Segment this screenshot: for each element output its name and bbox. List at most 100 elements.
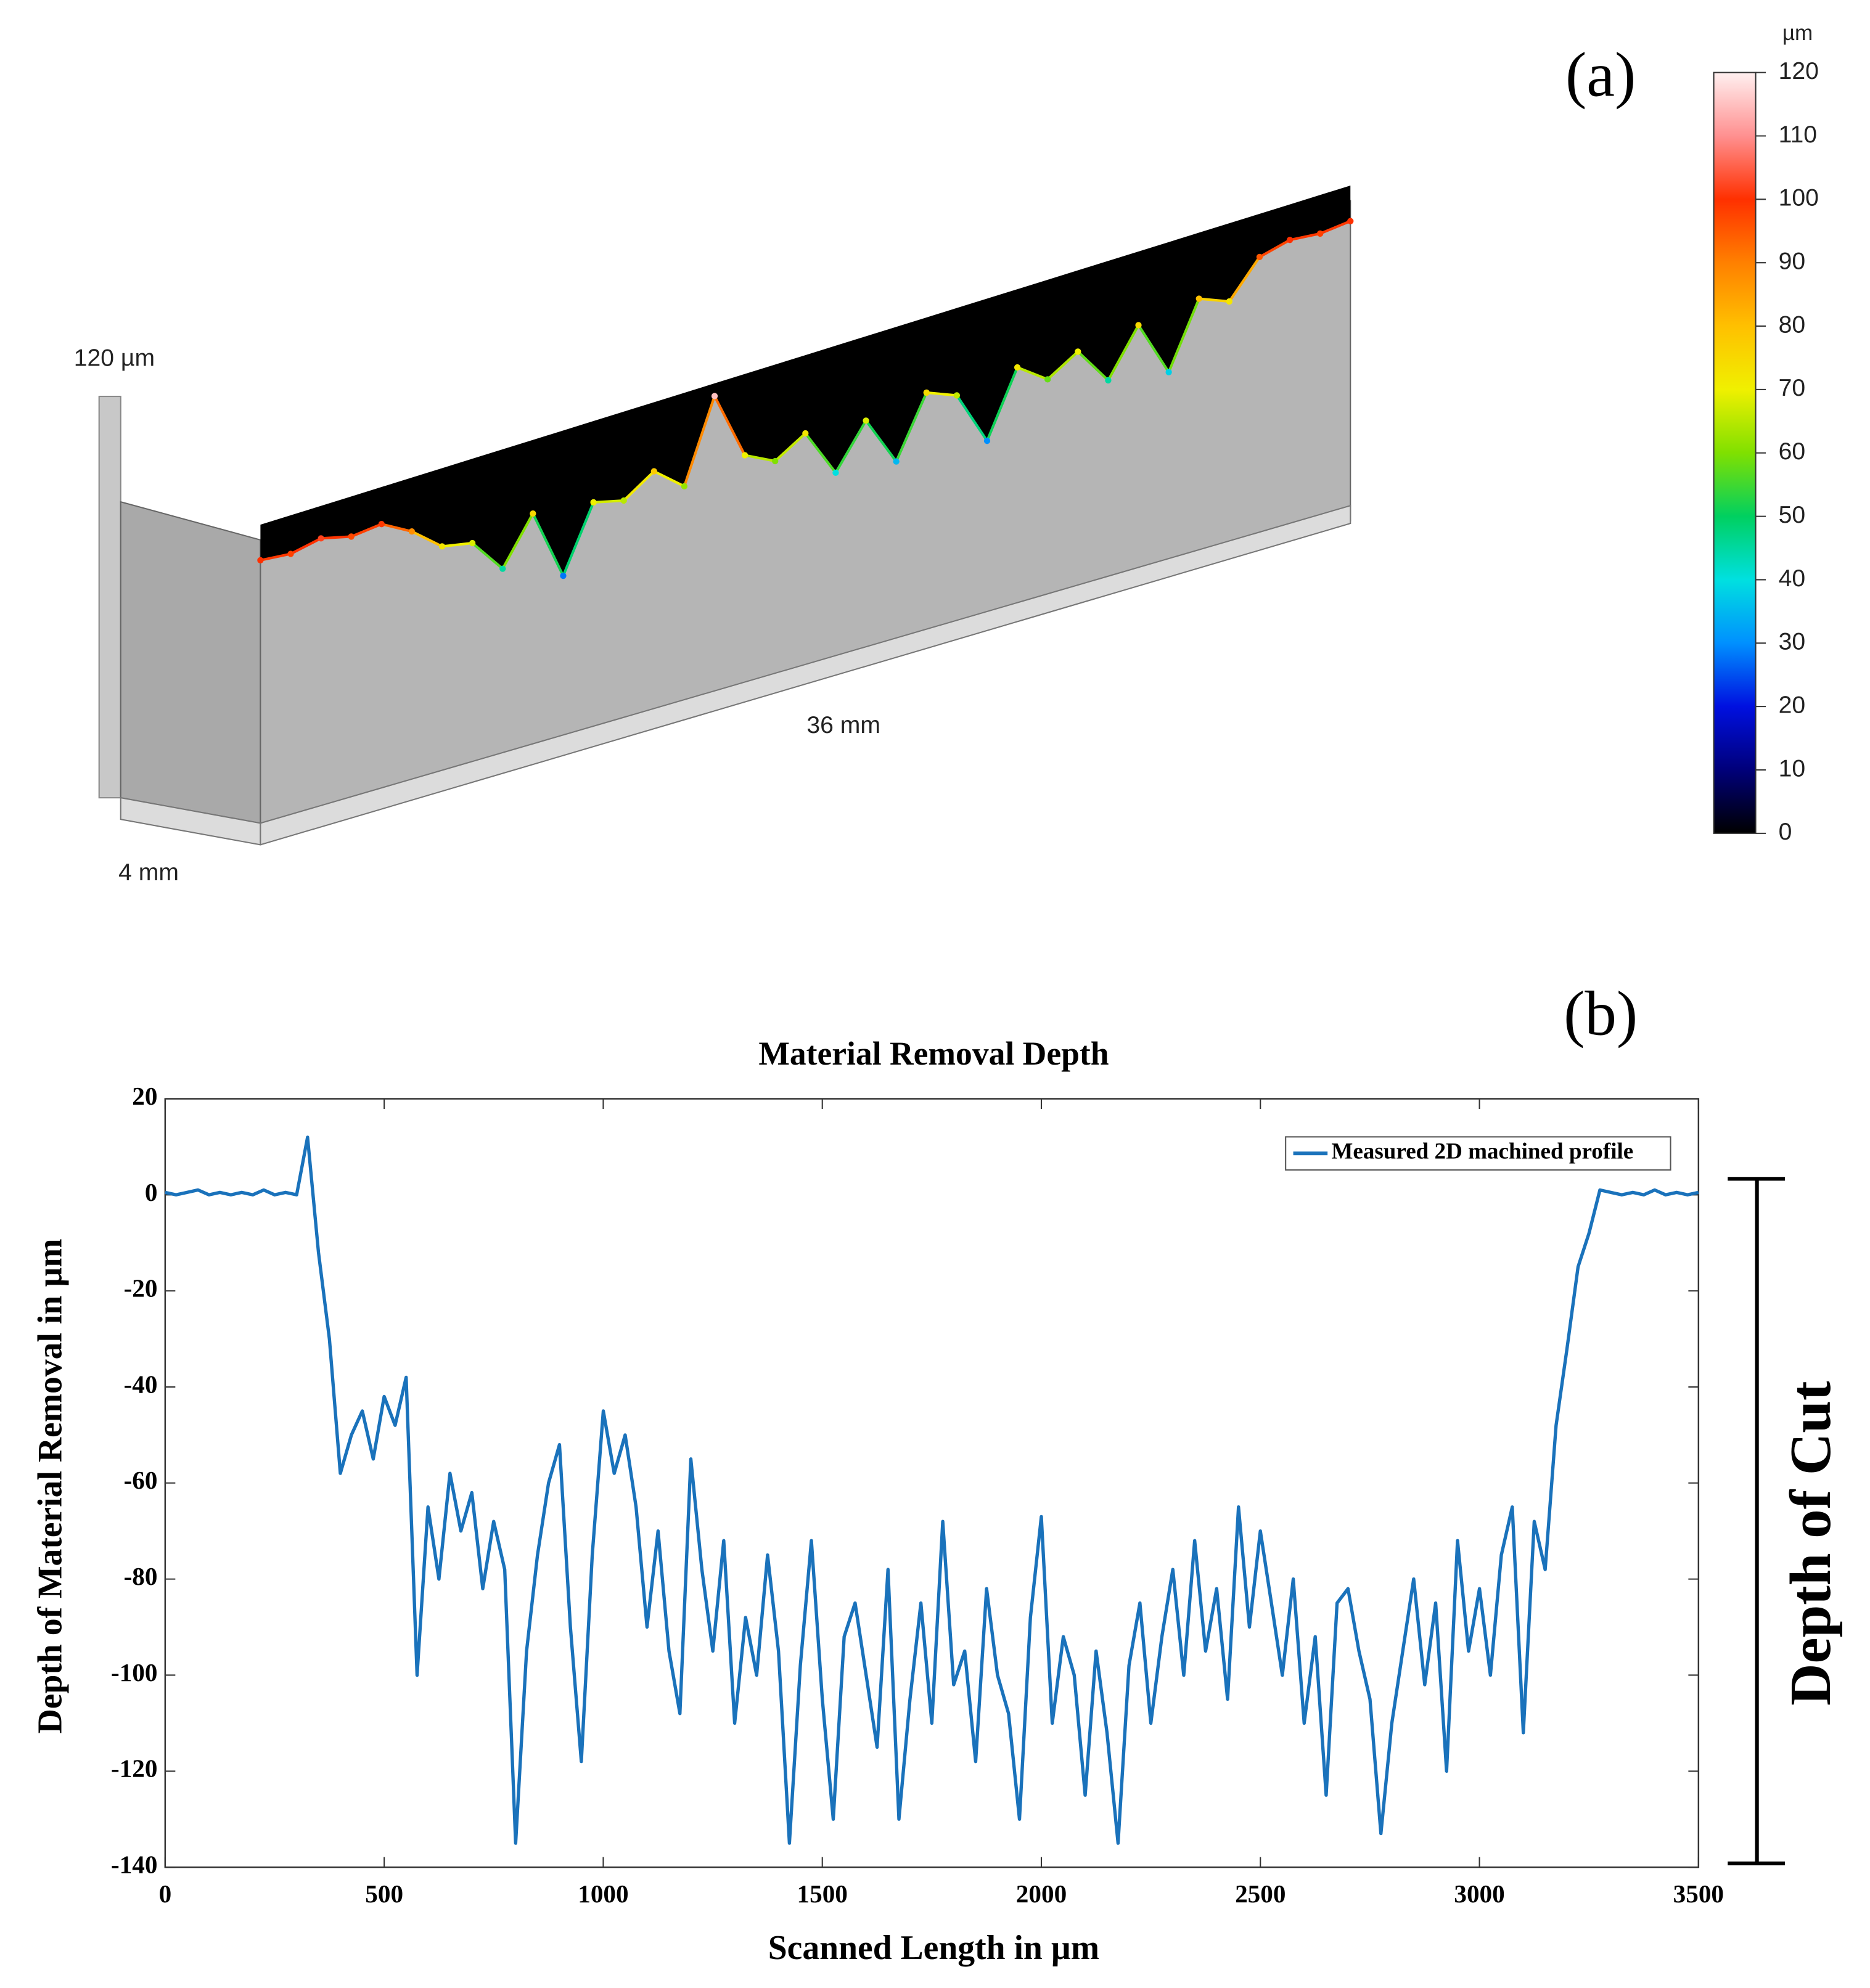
- colorbar-tick-label: 70: [1779, 375, 1806, 401]
- colorbar-tick-label: 50: [1779, 502, 1806, 528]
- x-tick-label: 2500: [1235, 1880, 1286, 1908]
- surface-point: [953, 392, 961, 399]
- surface-point: [681, 483, 688, 490]
- y-axis-title: Depth of Material Removal in µm: [31, 1238, 69, 1733]
- surface-ridge: [653, 470, 685, 488]
- surface-point: [1075, 348, 1081, 355]
- y-tick-label: 20: [132, 1082, 157, 1110]
- surface-ridge: [744, 454, 776, 462]
- block-side: [120, 501, 261, 824]
- surface-ridge: [501, 513, 535, 570]
- surface-point: [1135, 322, 1142, 329]
- surface-point: [741, 452, 748, 459]
- y-tick-label: -40: [124, 1370, 158, 1398]
- surface-ridge: [864, 420, 898, 462]
- x-tick-label: 0: [159, 1880, 172, 1908]
- surface-point: [1165, 369, 1172, 375]
- surface-ridge: [1107, 324, 1140, 381]
- surface-ridge: [1199, 297, 1230, 303]
- surface-ridge: [804, 432, 837, 474]
- surface-ridge: [683, 395, 716, 487]
- surface-ridge: [956, 395, 988, 442]
- surface-point: [287, 550, 294, 557]
- surface-ridge: [895, 392, 928, 462]
- annotation: Depth of Cut: [1778, 1381, 1843, 1706]
- surface-point: [711, 393, 718, 399]
- surface-point: [1044, 376, 1051, 383]
- colorbar-tick-label: 20: [1779, 692, 1806, 718]
- colorbar-tick-label: 80: [1779, 311, 1806, 338]
- surface-point: [1347, 218, 1354, 224]
- surface-ridge: [1289, 232, 1321, 242]
- surface-ridge: [350, 523, 382, 538]
- y-tick-label: -140: [111, 1851, 158, 1879]
- x-tick-label: 2000: [1016, 1880, 1067, 1908]
- surface-point: [590, 499, 597, 506]
- surface-ridge: [926, 391, 958, 397]
- colorbar-label: µm: [1782, 21, 1813, 45]
- y-tick-label: -20: [124, 1274, 158, 1303]
- surface-point: [1256, 253, 1263, 261]
- panel-label: (b): [1564, 978, 1638, 1049]
- surface-point: [802, 430, 809, 437]
- legend-box: [1285, 1136, 1671, 1171]
- surface-ridge: [411, 530, 443, 548]
- surface-point: [1195, 295, 1202, 302]
- surface-ridge: [1319, 219, 1351, 235]
- surface-point: [650, 468, 657, 475]
- colorbar-tick-label: 100: [1779, 185, 1819, 211]
- surface-point: [620, 497, 627, 504]
- y-tick-label: -80: [124, 1562, 158, 1590]
- surface-point: [499, 565, 506, 572]
- colorbar-tick-label: 60: [1779, 438, 1806, 465]
- x-tick-label: 3500: [1673, 1880, 1724, 1908]
- plot: 0 500 1000 1500 2000 2500 3000 3500 20 0 -20 -40 -60…: [111, 1082, 1724, 1908]
- colorbar-tick-label: 30: [1779, 629, 1806, 655]
- surface-ridge: [321, 535, 351, 540]
- x-axis-title: Scanned Length in µm: [768, 1929, 1099, 1967]
- surface-point: [983, 438, 991, 444]
- surface-point: [530, 510, 536, 517]
- z-axis-bar: [98, 396, 121, 799]
- colorbar: [1713, 72, 1757, 834]
- x-tick-label: 3000: [1454, 1880, 1504, 1908]
- surface-point: [832, 469, 839, 477]
- surface-ridge: [1167, 298, 1200, 373]
- surface-ridge: [381, 523, 412, 533]
- colorbar-tick-label: 110: [1779, 121, 1817, 148]
- surface-point: [923, 389, 930, 396]
- surface-point: [863, 417, 869, 424]
- surface-ridge: [531, 513, 565, 576]
- surface-ridge: [1258, 239, 1291, 258]
- surface-point: [1286, 237, 1294, 243]
- surface-point: [1014, 364, 1021, 371]
- surface-ridge: [774, 432, 806, 462]
- y-tick-label: -100: [111, 1658, 158, 1687]
- surface-ridge: [471, 542, 504, 570]
- surface-point: [318, 535, 324, 542]
- y-tick-label: -120: [111, 1754, 158, 1783]
- surface-point: [893, 458, 900, 465]
- surface-point: [469, 539, 476, 547]
- x-axis-label: 36 mm: [806, 712, 880, 738]
- surface-ridge: [834, 420, 867, 473]
- panel-label: (a): [1565, 40, 1636, 110]
- colorbar-tick-label: 120: [1779, 58, 1819, 84]
- surface-ridge: [260, 552, 291, 562]
- surface-ridge: [593, 499, 624, 504]
- surface-point: [408, 528, 416, 535]
- colorbar-tick-label: 90: [1779, 248, 1806, 275]
- x-tick-label: 1500: [797, 1880, 848, 1908]
- surface-ridge: [1046, 350, 1079, 380]
- surface-point: [378, 521, 385, 528]
- z-axis-label: 120 µm: [74, 345, 155, 372]
- y-tick-label: 0: [145, 1178, 158, 1206]
- chart-title: Material Removal Depth: [758, 1035, 1109, 1072]
- colorbar-tick-label: 40: [1779, 565, 1806, 592]
- surface-ridge: [290, 537, 322, 555]
- surface-fill: [260, 186, 1351, 576]
- colorbar-tick-label: 10: [1779, 755, 1806, 782]
- surface-point: [772, 457, 779, 465]
- surface-ridge: [1076, 350, 1109, 382]
- surface-ridge: [562, 502, 595, 576]
